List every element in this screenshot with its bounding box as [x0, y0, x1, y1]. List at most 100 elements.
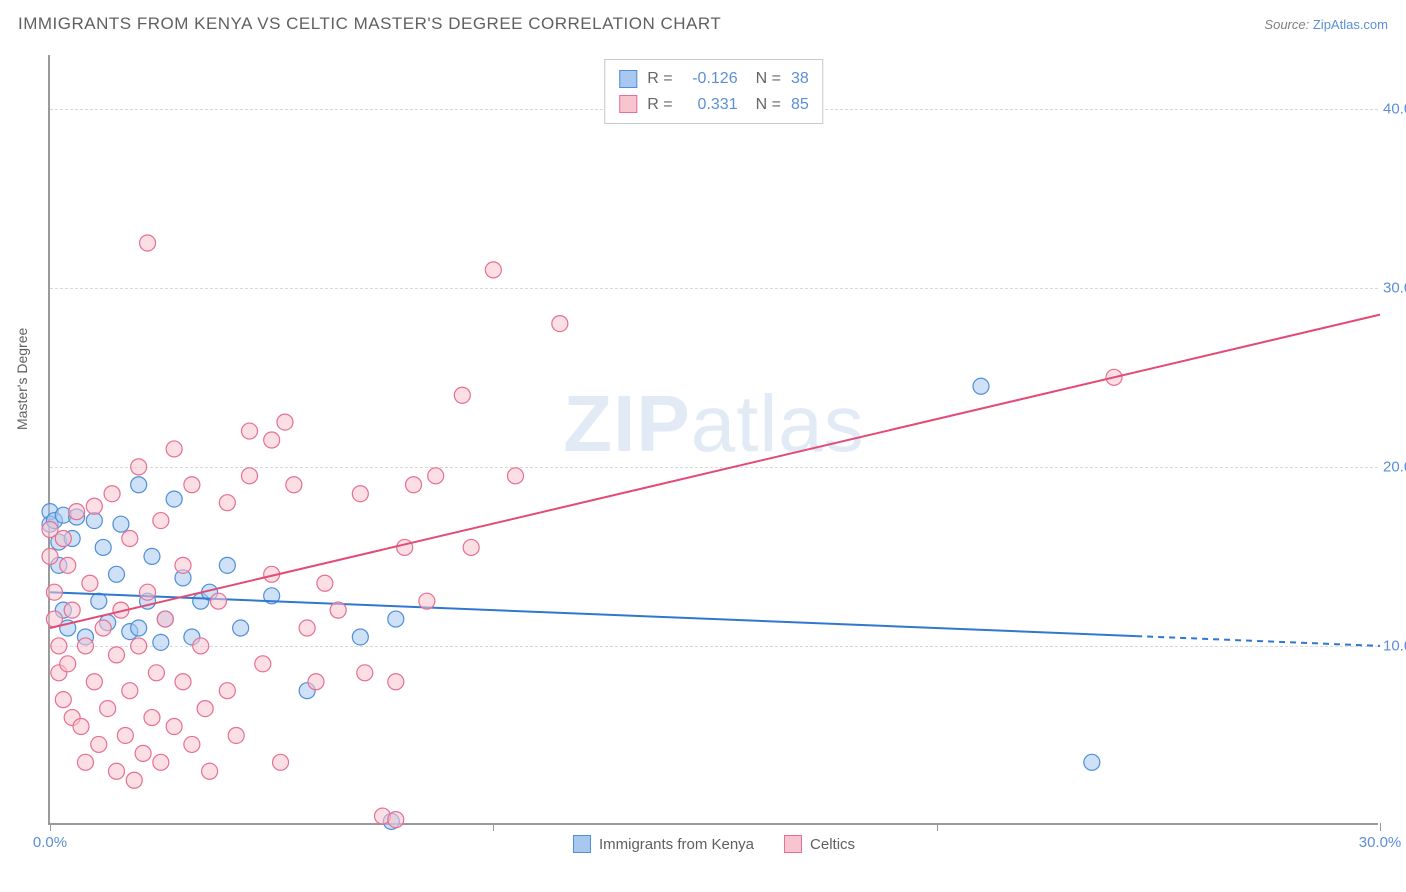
scatter-point [95, 620, 111, 636]
scatter-point [184, 736, 200, 752]
scatter-point [148, 665, 164, 681]
scatter-point [166, 441, 182, 457]
series-legend: Immigrants from Kenya Celtics [573, 835, 855, 853]
scatter-point [122, 530, 138, 546]
r-label-1: R = [647, 66, 672, 92]
r-label-2: R = [647, 92, 672, 118]
scatter-point [299, 620, 315, 636]
scatter-point [144, 548, 160, 564]
legend-swatch-celtics [619, 95, 637, 113]
scatter-point [210, 593, 226, 609]
scatter-point [166, 719, 182, 735]
scatter-point [82, 575, 98, 591]
scatter-point [228, 727, 244, 743]
scatter-point [973, 378, 989, 394]
scatter-point [55, 530, 71, 546]
n-value-2: 85 [791, 92, 809, 118]
scatter-point [131, 477, 147, 493]
x-tick [50, 823, 51, 831]
scatter-point [397, 539, 413, 555]
scatter-point [264, 432, 280, 448]
scatter-point [86, 674, 102, 690]
scatter-point [1084, 754, 1100, 770]
r-value-1: -0.126 [683, 66, 738, 92]
source-link[interactable]: ZipAtlas.com [1313, 17, 1388, 32]
scatter-point [454, 387, 470, 403]
scatter-point [308, 674, 324, 690]
scatter-point [419, 593, 435, 609]
scatter-point [352, 486, 368, 502]
scatter-point [166, 491, 182, 507]
legend-label-celtics: Celtics [810, 836, 855, 853]
legend-label-kenya: Immigrants from Kenya [599, 836, 754, 853]
scatter-point [86, 498, 102, 514]
scatter-point [485, 262, 501, 278]
scatter-point [277, 414, 293, 430]
scatter-point [317, 575, 333, 591]
scatter-point [242, 423, 258, 439]
y-tick-label: 40.0% [1383, 100, 1406, 117]
scatter-point [95, 539, 111, 555]
x-tick-label: 0.0% [33, 834, 67, 851]
n-label-1: N = [756, 66, 781, 92]
chart-title: IMMIGRANTS FROM KENYA VS CELTIC MASTER'S… [18, 14, 721, 34]
scatter-point [126, 772, 142, 788]
scatter-point [157, 611, 173, 627]
scatter-point [131, 620, 147, 636]
source-label: Source: [1264, 17, 1309, 32]
scatter-point [60, 656, 76, 672]
scatter-point [60, 557, 76, 573]
trend-line-dashed [1136, 636, 1380, 646]
x-tick [1380, 823, 1381, 831]
n-label-2: N = [756, 92, 781, 118]
scatter-point [153, 634, 169, 650]
scatter-point [219, 683, 235, 699]
scatter-point [388, 611, 404, 627]
scatter-point [153, 754, 169, 770]
scatter-point [109, 566, 125, 582]
series-legend-item-kenya: Immigrants from Kenya [573, 835, 754, 853]
scatter-point [233, 620, 249, 636]
scatter-point [219, 495, 235, 511]
scatter-point [175, 674, 191, 690]
scatter-point [202, 763, 218, 779]
scatter-point [113, 516, 129, 532]
scatter-point [91, 736, 107, 752]
scatter-point [330, 602, 346, 618]
scatter-point [153, 513, 169, 529]
scatter-point [184, 477, 200, 493]
scatter-point [140, 235, 156, 251]
scatter-point [352, 629, 368, 645]
scatter-point [175, 557, 191, 573]
scatter-point [73, 719, 89, 735]
scatter-point [131, 638, 147, 654]
scatter-point [117, 727, 133, 743]
scatter-point [255, 656, 271, 672]
scatter-point [131, 459, 147, 475]
scatter-point [42, 548, 58, 564]
r-value-2: 0.331 [683, 92, 738, 118]
scatter-point [104, 486, 120, 502]
legend-swatch-kenya [619, 70, 637, 88]
scatter-point [64, 602, 80, 618]
scatter-point [508, 468, 524, 484]
scatter-point [135, 745, 151, 761]
scatter-point [193, 638, 209, 654]
legend-swatch-icon [784, 835, 802, 853]
scatter-point [144, 710, 160, 726]
y-tick-label: 30.0% [1383, 279, 1406, 296]
title-bar: IMMIGRANTS FROM KENYA VS CELTIC MASTER'S… [18, 14, 1388, 34]
x-tick-label: 30.0% [1359, 834, 1402, 851]
scatter-point [109, 647, 125, 663]
scatter-point [122, 683, 138, 699]
correlation-legend-row-1: R = -0.126 N = 38 [619, 66, 808, 92]
scatter-point [46, 584, 62, 600]
y-tick-label: 10.0% [1383, 637, 1406, 654]
scatter-point [388, 674, 404, 690]
scatter-point [86, 513, 102, 529]
scatter-point [286, 477, 302, 493]
scatter-point [552, 316, 568, 332]
y-axis-label: Master's Degree [14, 328, 30, 430]
scatter-point [51, 638, 67, 654]
legend-swatch-icon [573, 835, 591, 853]
